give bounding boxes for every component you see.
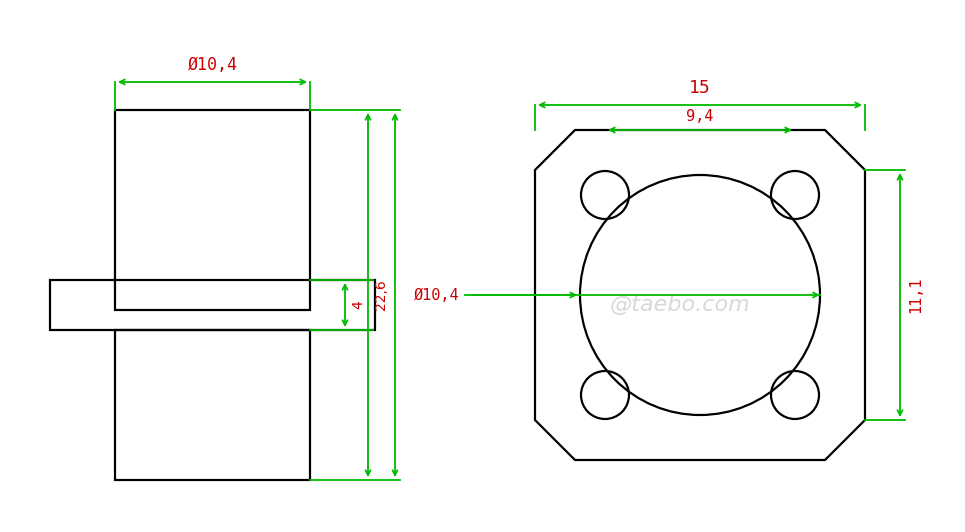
Text: 4: 4 (351, 301, 365, 310)
Text: 11,1: 11,1 (908, 277, 923, 313)
Text: 22,6: 22,6 (374, 280, 388, 310)
Text: Ø10,4: Ø10,4 (187, 56, 237, 74)
Text: 15: 15 (689, 79, 711, 97)
Text: @taebo.com: @taebo.com (610, 295, 751, 315)
Text: Ø10,4: Ø10,4 (414, 287, 460, 303)
Text: 9,4: 9,4 (686, 109, 714, 124)
